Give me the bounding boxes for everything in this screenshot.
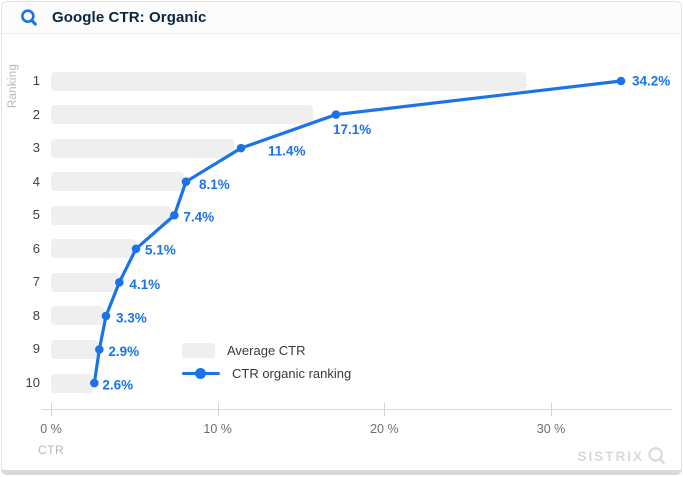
ctr-data-label: 7.4%: [183, 210, 214, 225]
legend-label-line: CTR organic ranking: [232, 365, 352, 381]
line-marker-swatch: [182, 366, 220, 381]
x-tick-label: 0 %: [40, 422, 62, 436]
ctr-data-label: 2.6%: [102, 378, 133, 393]
page-title: Google CTR: Organic: [52, 9, 207, 26]
rank-label: 5: [32, 207, 40, 223]
x-tick-mark: [51, 403, 52, 416]
ctr-data-point: [331, 110, 341, 119]
average-ctr-bar: [51, 138, 235, 158]
ctr-data-label: 2.9%: [108, 344, 139, 359]
sistrix-watermark: SISTRIX: [577, 446, 667, 466]
average-ctr-bar: [51, 239, 136, 259]
x-tick-label: 30 %: [536, 422, 566, 436]
rank-label: 8: [32, 307, 40, 323]
average-ctr-bar: [51, 172, 185, 192]
ctr-data-point: [170, 210, 179, 220]
legend-item-ctr-organic[interactable]: CTR organic ranking: [182, 363, 351, 383]
ctr-data-point: [236, 143, 246, 153]
legend-item-average-ctr[interactable]: Average CTR: [182, 340, 306, 360]
rank-label: 2: [32, 106, 40, 122]
magnifier-icon: [21, 9, 37, 26]
ctr-data-label: 11.4%: [268, 144, 306, 159]
sistrix-logo-text: SISTRIX: [577, 448, 644, 464]
average-ctr-bar: [51, 339, 98, 359]
ctr-line: [92, 79, 622, 384]
ctr-data-label: 4.1%: [129, 277, 160, 292]
x-tick-label: 10 %: [203, 422, 232, 436]
rank-label: 10: [25, 375, 40, 391]
sistrix-magnifier-icon: [648, 447, 665, 464]
average-ctr-swatch: [182, 342, 215, 358]
ctr-data-point: [616, 76, 626, 86]
x-tick-mark: [551, 403, 552, 416]
ctr-data-label: 34.2%: [632, 74, 670, 89]
card-header: Google CTR: Organic: [2, 2, 681, 34]
rank-label: 1: [32, 73, 40, 88]
average-ctr-bar: [51, 105, 313, 125]
average-ctr-bar: [51, 272, 118, 292]
x-tick-mark: [384, 403, 386, 416]
rank-label: 3: [32, 140, 40, 156]
ctr-data-label: 3.3%: [116, 310, 147, 325]
rank-label: 7: [32, 274, 40, 290]
ctr-data-label: 5.1%: [145, 242, 176, 257]
average-ctr-bar: [51, 71, 526, 91]
x-axis-line: [42, 409, 672, 410]
average-ctr-bar: [51, 373, 93, 393]
x-tick-mark: [217, 403, 219, 416]
x-axis-title: CTR: [38, 443, 65, 457]
average-ctr-bar: [51, 205, 171, 225]
average-ctr-bar: [51, 306, 105, 326]
rank-label: 6: [32, 240, 40, 256]
rank-label: 4: [32, 173, 40, 189]
ctr-data-label: 8.1%: [199, 177, 230, 192]
legend-label-average: Average CTR: [227, 342, 306, 358]
ctr-data-label: 17.1%: [333, 122, 371, 137]
rank-label: 9: [32, 341, 40, 357]
x-tick-label: 20 %: [370, 422, 399, 436]
